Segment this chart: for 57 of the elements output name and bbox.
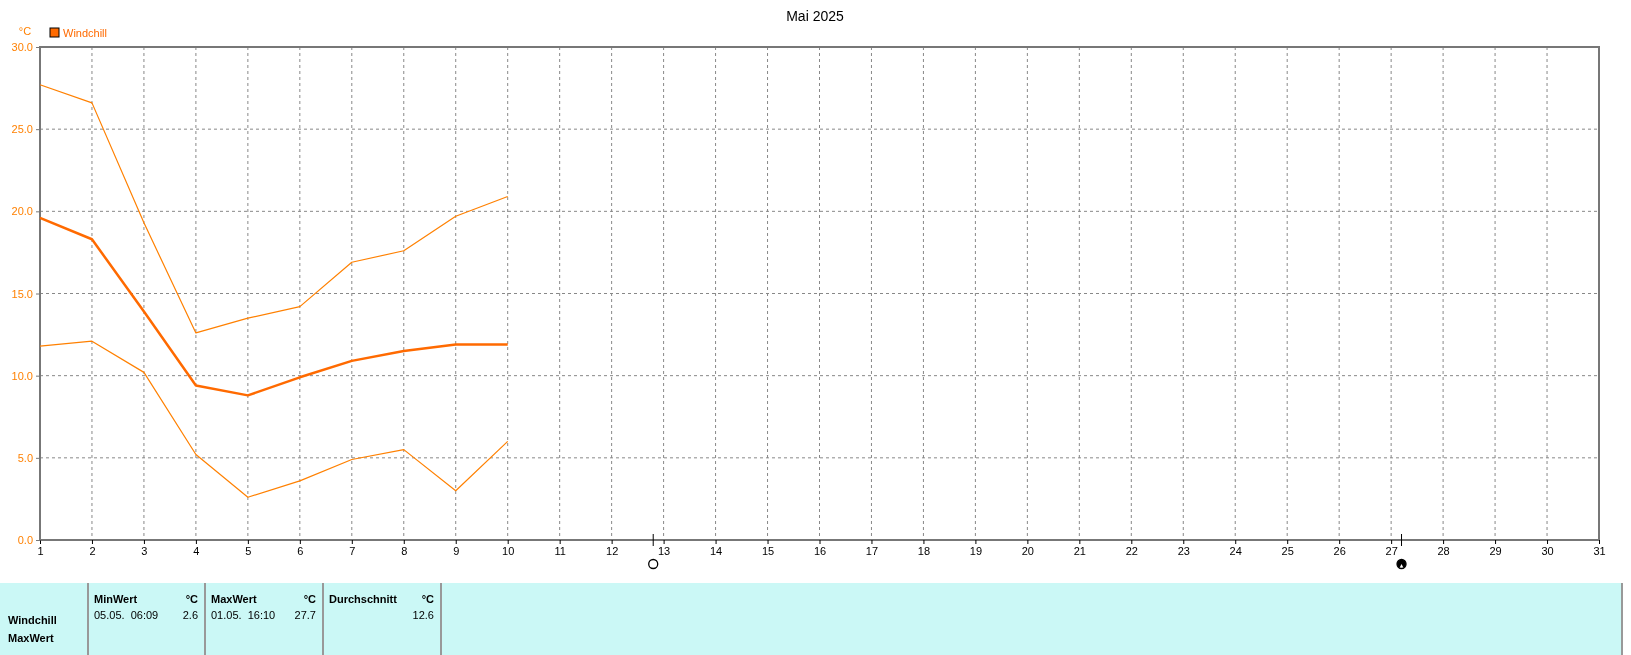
x-tick-label: 30: [1541, 544, 1554, 557]
x-tick-label: 6: [297, 544, 304, 557]
x-tick-label: 5: [245, 544, 252, 557]
chart-title: Mai 2025: [786, 8, 845, 24]
x-tick-label: 4: [193, 544, 200, 557]
y-tick-label: 10.0: [11, 369, 33, 382]
x-tick-label: 7: [349, 544, 356, 557]
x-tick-label: 25: [1281, 544, 1294, 557]
text: Windchill: [8, 614, 57, 626]
y-tick-label: 5.0: [17, 451, 33, 464]
y-tick-label: 15.0: [11, 287, 33, 300]
x-tick-label: 20: [1021, 544, 1034, 557]
x-tick-label: 13: [657, 544, 671, 557]
text: Durchschnitt: [329, 593, 398, 605]
x-tick-label: 31: [1593, 544, 1606, 557]
text: MinWert: [94, 593, 138, 605]
x-tick-label: 10: [502, 544, 515, 557]
y-axis-title: °C: [18, 25, 32, 37]
text: 12.6: [412, 609, 434, 621]
legend-label: Windchill: [63, 27, 108, 39]
x-tick-label: 19: [969, 544, 983, 557]
text: °C: [185, 593, 199, 605]
x-tick-label: 15: [761, 544, 775, 557]
x-tick-label: 21: [1073, 544, 1086, 557]
x-tick-label: 18: [917, 544, 931, 557]
y-tick-label: 0.0: [17, 534, 33, 547]
line-series: [38, 216, 509, 397]
x-tick-label: 3: [141, 544, 148, 557]
y-tick-label: 20.0: [11, 205, 33, 218]
y-tick-label: 30.0: [11, 41, 33, 54]
x-tick-label: 17: [865, 544, 879, 557]
text: 2.6: [182, 609, 198, 621]
x-tick-label: 16: [813, 544, 827, 557]
x-tick-label: 28: [1437, 544, 1450, 557]
x-tick-label: 1: [37, 544, 44, 557]
line-series: [39, 340, 509, 498]
text: 05.05. 06:09: [94, 609, 159, 621]
line-series: [39, 84, 509, 334]
x-tick-label: 29: [1489, 544, 1502, 557]
x-tick-label: 12: [606, 544, 619, 557]
x-tick-label: 11: [554, 544, 566, 557]
text: °C: [303, 593, 317, 605]
text: 01.05. 16:10: [211, 609, 276, 621]
x-tick-label: 27: [1385, 544, 1398, 557]
x-tick-label: 26: [1333, 544, 1346, 557]
text: 27.7: [294, 609, 316, 621]
x-tick-label: 9: [453, 544, 460, 557]
text: MaxWert: [211, 593, 257, 605]
text: °C: [421, 593, 435, 605]
x-tick-label: 2: [89, 544, 96, 557]
y-tick-label: 25.0: [11, 123, 33, 136]
x-tick-label: 14: [709, 544, 723, 557]
text: MaxWert: [8, 632, 54, 644]
x-tick-label: 22: [1125, 544, 1138, 557]
x-tick-label: 24: [1229, 544, 1242, 557]
x-tick-label: 23: [1177, 544, 1190, 557]
x-tick-label: 8: [401, 544, 408, 557]
